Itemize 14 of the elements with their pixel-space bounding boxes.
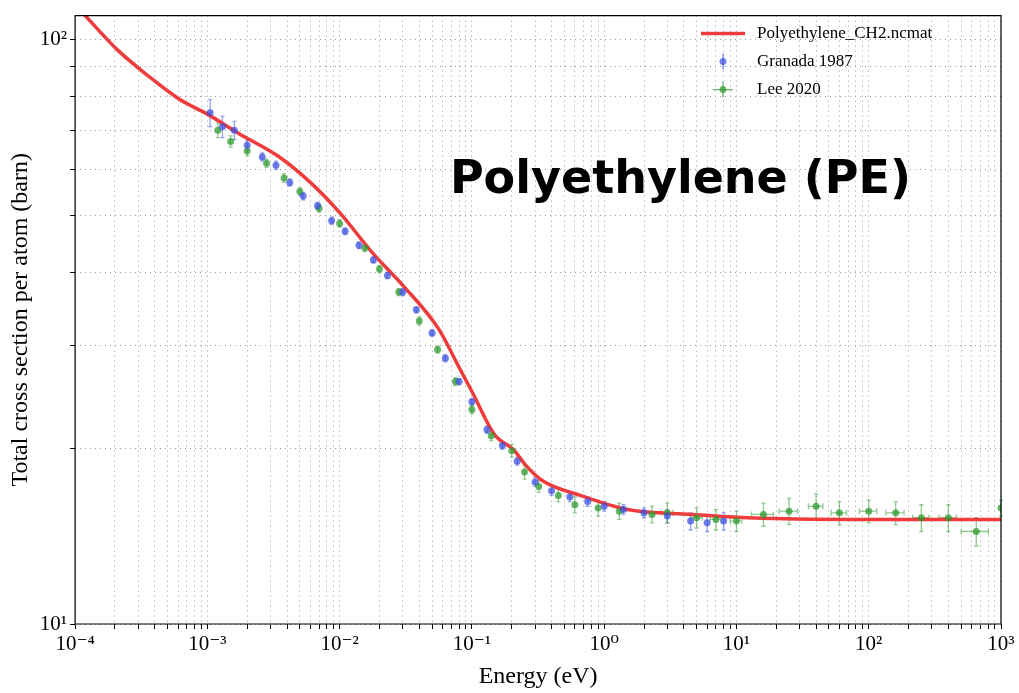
x-tick-label: 10⁻³: [188, 631, 227, 656]
x-tick-label: 10³: [987, 631, 1015, 656]
legend-label: Granada 1987: [757, 51, 854, 71]
x-tick-label: 10⁻⁴: [55, 631, 95, 656]
x-tick-label: 10¹: [722, 631, 751, 656]
x-tick-label: 10⁻²: [320, 631, 359, 656]
x-tick-label: 10⁻¹: [452, 631, 492, 656]
annotation: Polyethylene (PE): [449, 149, 911, 204]
x-tick-label: 10⁰: [589, 631, 619, 656]
y-axis-title: Total cross section per atom (barn): [5, 153, 32, 487]
legend-label: Lee 2020: [757, 79, 821, 99]
x-axis-title: Energy (eV): [478, 661, 598, 688]
x-tick-label: 10²: [855, 631, 883, 656]
legend-label: Polyethylene_CH2.ncmat: [757, 23, 933, 43]
